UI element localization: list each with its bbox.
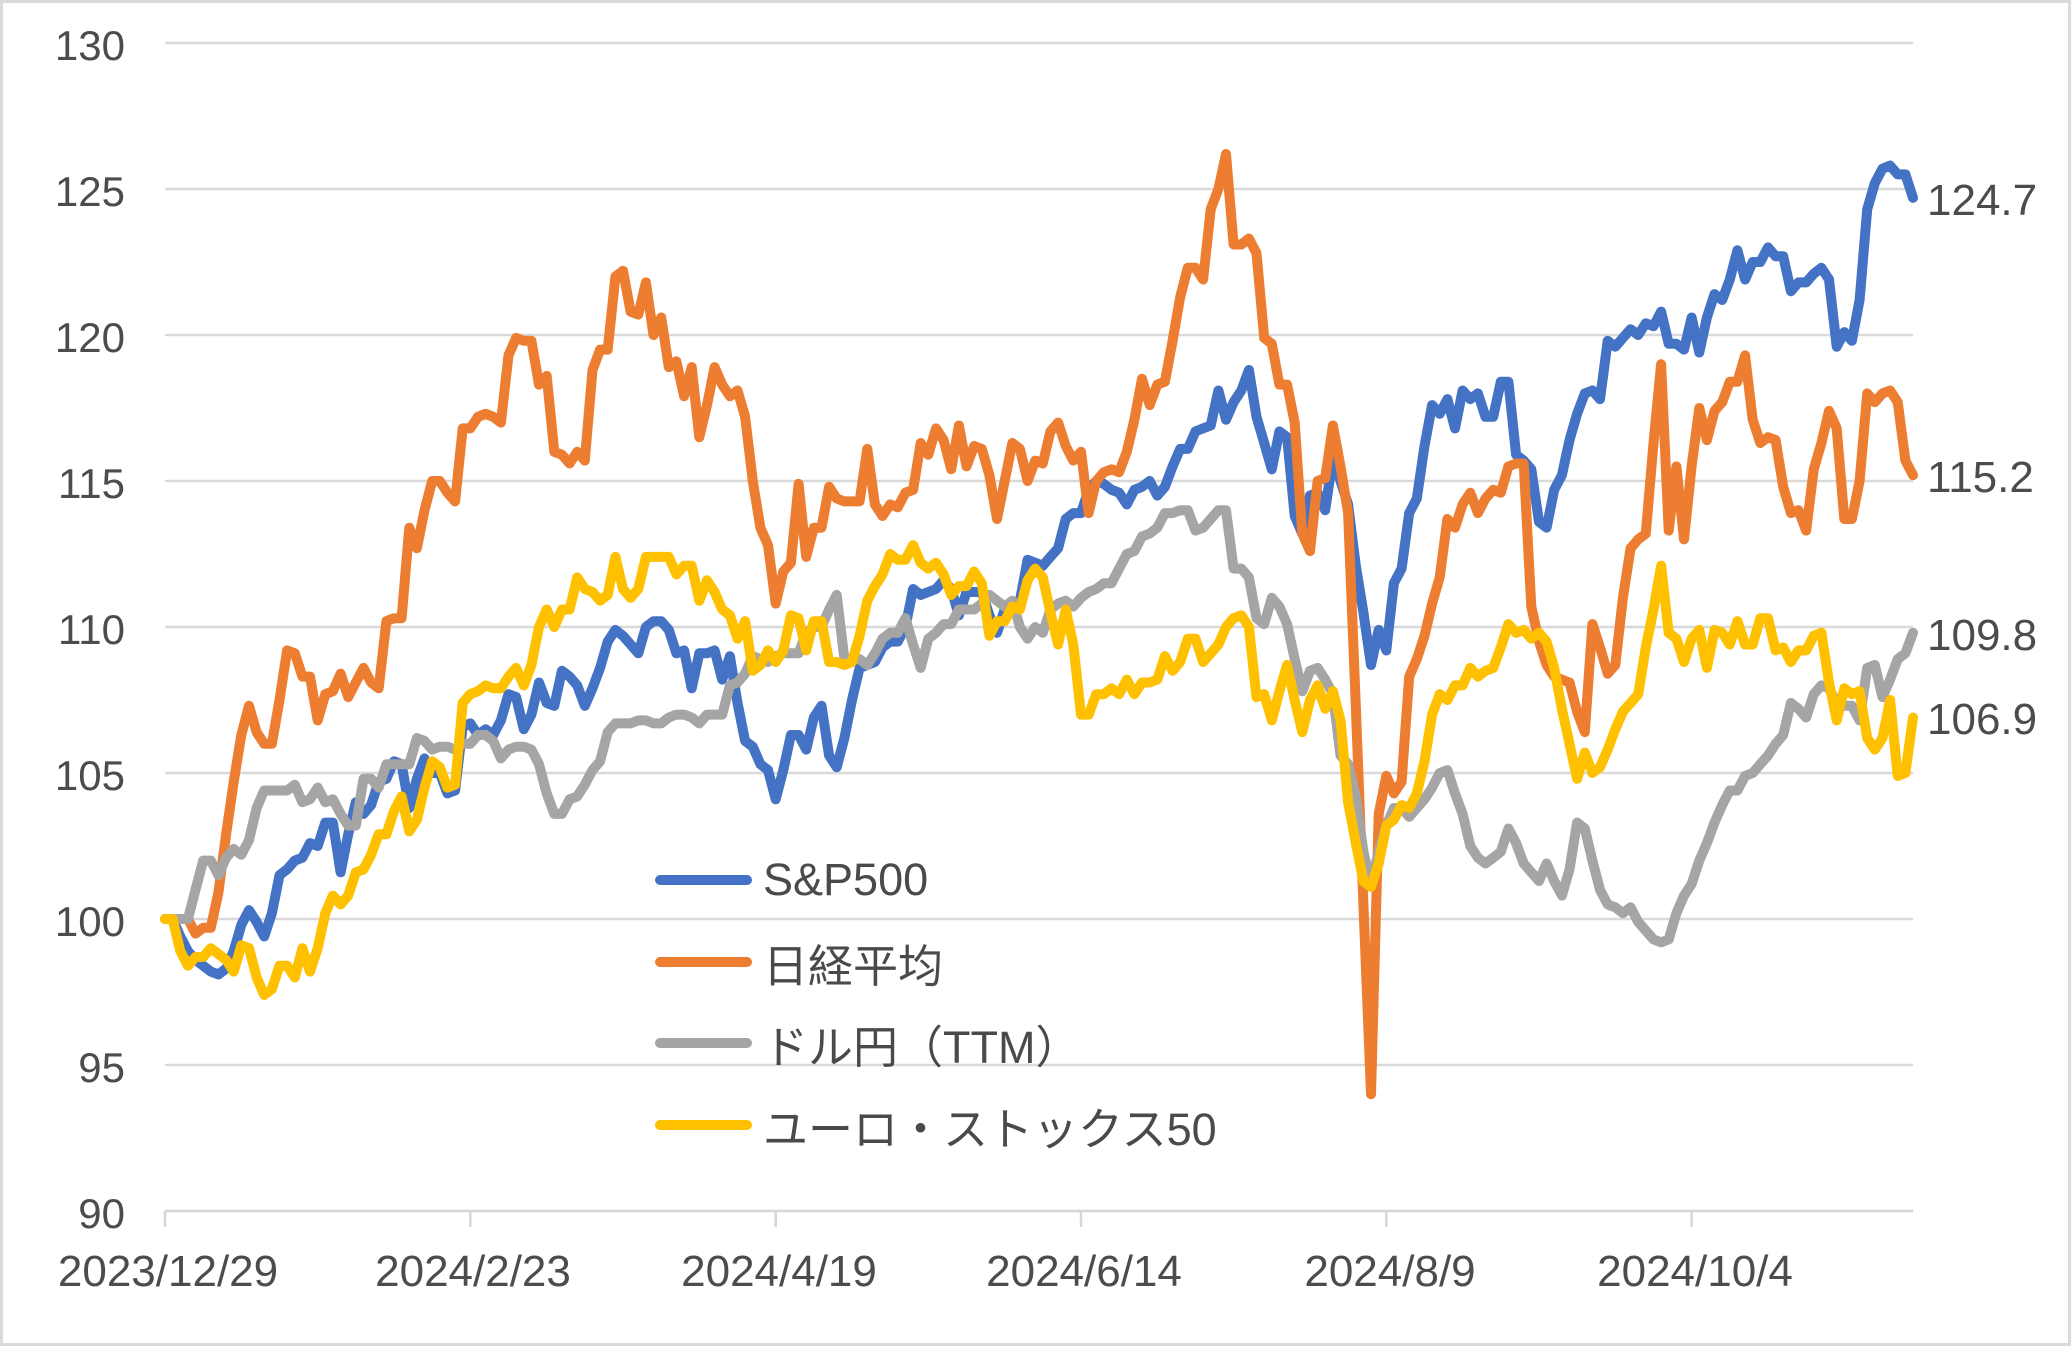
x-axis-label: 2024/4/19 [681,1247,877,1296]
y-axis-label: 130 [54,22,125,69]
y-axis-label: 110 [58,606,125,653]
series-line-eurostoxx50 [160,540,1918,1000]
legend-swatch-usdjpy-ttm [655,1038,752,1048]
legend-item-eurostoxx50: ユーロ・ストックス50 [655,1098,1217,1155]
y-axis-label: 90 [78,1190,125,1237]
series-line-usdjpy-ttm [160,505,1918,948]
y-axis-label: 120 [54,314,125,361]
x-axis-label: 2023/12/29 [57,1247,279,1296]
y-axis-label: 100 [54,898,125,945]
x-axis-label: 2024/10/4 [1597,1247,1793,1296]
y-axis-label: 95 [78,1044,125,1091]
legend-label-usdjpy-ttm: ドル円（TTM） [763,1021,1081,1073]
y-axis-label: 125 [54,168,125,215]
legend-swatch-eurostoxx50 [655,1120,752,1130]
end-value-usdjpy-ttm: 109.8 [1927,611,2038,660]
y-axis-label: 115 [58,460,125,507]
end-value-nikkei: 115.2 [1927,453,2034,502]
end-value-eurostoxx50: 106.9 [1927,695,2038,744]
legend-label-eurostoxx50: ユーロ・ストックス50 [763,1103,1217,1155]
x-axis-label: 2024/2/23 [375,1247,571,1296]
legend-swatch-nikkei [655,957,752,967]
legend-item-sp500: S&P500 [655,853,928,907]
legend-item-nikkei: 日経平均 [655,935,943,992]
legend-label-sp500: S&P500 [763,854,929,905]
x-axis-label: 2024/8/9 [1304,1247,1476,1296]
series-line-nikkei [160,149,1918,1100]
end-value-sp500: 124.7 [1927,176,2038,225]
x-axis-label: 2024/6/14 [986,1247,1182,1296]
legend-swatch-sp500 [655,875,752,885]
y-axis-label: 105 [54,752,125,799]
legend-item-usdjpy-ttm: ドル円（TTM） [655,1016,1080,1073]
legend-label-nikkei: 日経平均 [763,940,944,992]
